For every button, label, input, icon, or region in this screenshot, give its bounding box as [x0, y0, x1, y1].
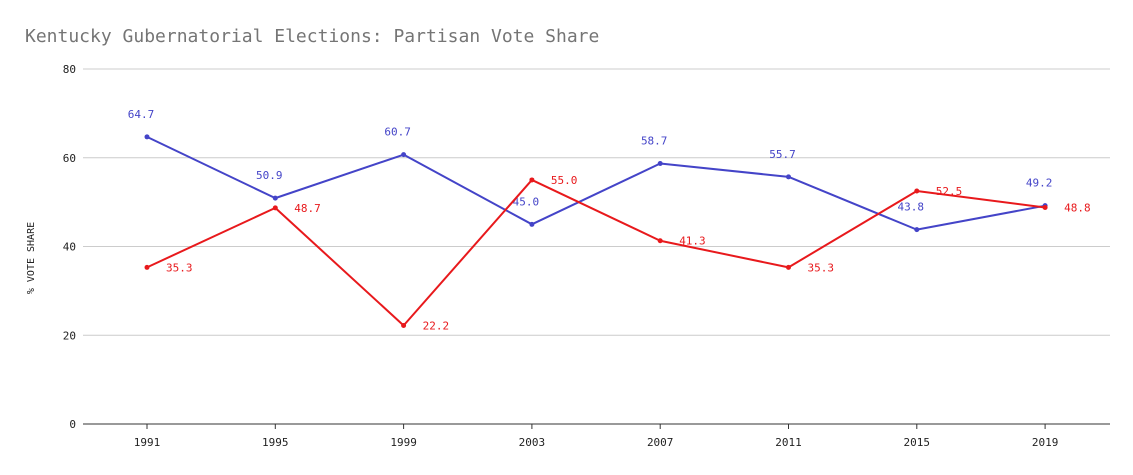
y-axis-ticks: 0 20 40 60 80 — [63, 63, 76, 431]
x-tick-label: 1995 — [262, 436, 289, 449]
data-label: 50.9 — [256, 169, 283, 182]
data-point — [786, 174, 791, 180]
data-point — [401, 152, 407, 158]
data-label: 58.7 — [641, 135, 668, 148]
data-point — [529, 177, 535, 183]
y-tick-label: 40 — [63, 241, 76, 254]
y-tick-label: 20 — [63, 329, 76, 342]
x-tick-label: 1999 — [390, 436, 417, 449]
data-label: 45.0 — [513, 195, 540, 208]
data-label: 48.8 — [1064, 201, 1091, 214]
data-point — [786, 264, 791, 270]
data-point — [657, 161, 663, 167]
series-2-line — [146, 178, 1046, 327]
data-label: 43.8 — [898, 201, 925, 214]
series-2: 35.3 48.7 22.2 55.0 41.3 35.3 52.5 48.8 — [144, 174, 1091, 332]
data-point — [657, 238, 663, 244]
data-label: 48.7 — [294, 202, 321, 215]
data-label: 49.2 — [1026, 177, 1053, 190]
y-tick-label: 0 — [69, 418, 76, 431]
data-label: 55.0 — [551, 174, 578, 187]
gridlines — [83, 68, 1110, 425]
data-point — [144, 264, 150, 270]
x-tick-label: 1991 — [134, 436, 161, 449]
y-axis-label: % VOTE SHARE — [26, 222, 37, 294]
x-tick-label: 2015 — [904, 436, 931, 449]
data-point — [272, 195, 278, 201]
series-group: 64.7 50.9 60.7 45.0 58.7 55.7 43.8 49.2 35.3 48.7… — [128, 108, 1091, 333]
data-label: 55.7 — [769, 148, 796, 161]
data-point — [914, 188, 920, 194]
y-tick-label: 80 — [63, 63, 76, 76]
data-label: 22.2 — [423, 319, 450, 332]
chart-title: Kentucky Gubernatorial Elections: Partis… — [25, 26, 599, 47]
data-label: 52.5 — [936, 185, 963, 198]
x-tick-label: 2019 — [1032, 436, 1059, 449]
data-point — [401, 322, 407, 328]
data-point — [914, 227, 920, 233]
data-label: 60.7 — [384, 126, 411, 139]
x-tick-label: 2007 — [647, 436, 674, 449]
x-tick-label: 2003 — [519, 436, 546, 449]
data-point — [272, 205, 278, 211]
data-point — [1042, 204, 1048, 210]
data-point — [529, 221, 535, 227]
y-tick-label: 60 — [63, 152, 76, 165]
x-axis-ticks: 1991 1995 1999 2003 2007 2011 2015 2019 — [134, 424, 1059, 449]
data-label: 41.3 — [679, 235, 706, 248]
data-point — [144, 134, 150, 140]
x-tick-label: 2011 — [775, 436, 802, 449]
series-1-line — [146, 135, 1046, 231]
data-label: 64.7 — [128, 108, 155, 121]
data-label: 35.3 — [808, 261, 835, 274]
data-label: 35.3 — [166, 261, 193, 274]
series-1: 64.7 50.9 60.7 45.0 58.7 55.7 43.8 49.2 — [128, 108, 1053, 233]
